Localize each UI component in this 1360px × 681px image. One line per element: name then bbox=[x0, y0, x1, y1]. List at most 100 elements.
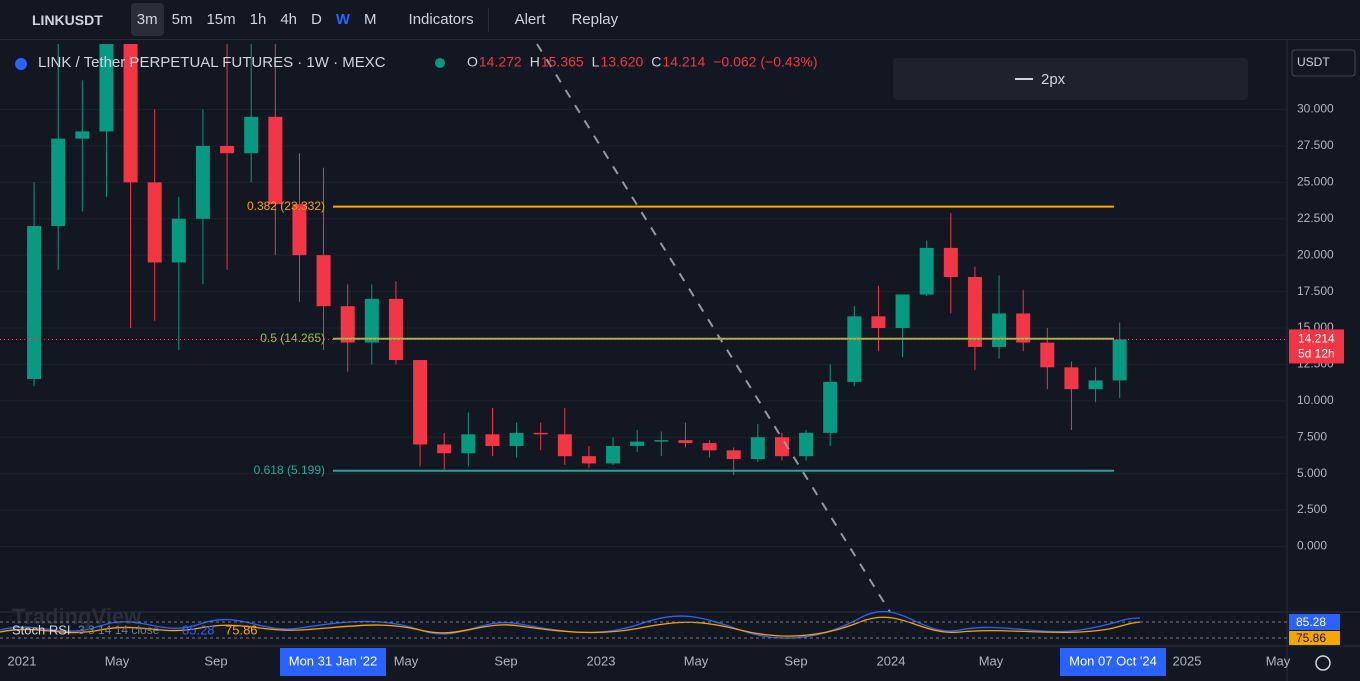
timeframe[interactable]: 5m bbox=[171, 11, 193, 28]
settings-icon[interactable] bbox=[1315, 655, 1331, 671]
trend-line[interactable] bbox=[536, 43, 891, 613]
y-tick-label: 30.000 bbox=[1297, 102, 1334, 116]
currency-box[interactable] bbox=[1291, 49, 1356, 77]
last-price-tag bbox=[1289, 329, 1344, 364]
x-tick-label: Mon 07 Oct '24 bbox=[1069, 653, 1157, 668]
y-tick-label: 25.000 bbox=[1297, 175, 1334, 189]
candle-body bbox=[388, 298, 403, 361]
candle-body bbox=[943, 247, 958, 278]
candle-body bbox=[678, 440, 693, 444]
x-tick-label: Sep bbox=[204, 653, 227, 668]
candle-body bbox=[992, 313, 1007, 347]
y-tick-label: 7.500 bbox=[1297, 429, 1327, 443]
candle-body bbox=[292, 204, 307, 256]
drawing-toolbar bbox=[893, 58, 1248, 100]
candle-body bbox=[147, 182, 162, 263]
indicators-button[interactable]: Indicators bbox=[408, 11, 474, 28]
stoch-k-tag bbox=[1289, 614, 1340, 630]
candle-body bbox=[316, 255, 331, 307]
symbol-icon bbox=[15, 58, 27, 70]
ohlc-value: 15.365 bbox=[541, 54, 584, 70]
candle-body bbox=[630, 441, 645, 446]
candle-body bbox=[171, 218, 186, 263]
fib-label: 0.5 (14.265) bbox=[260, 331, 325, 345]
ohlc-key: L bbox=[592, 54, 600, 70]
ohlc-value: 14.214 bbox=[662, 54, 705, 70]
x-tick-label: 2023 bbox=[587, 653, 616, 668]
status-dot bbox=[435, 58, 445, 68]
currency[interactable]: USDT bbox=[1297, 55, 1330, 69]
chart-title: LINK / Tether PERPETUAL FUTURES · 1W · M… bbox=[38, 54, 386, 71]
fib-label: 0.618 (5.199) bbox=[254, 463, 325, 477]
stoch-k: 85.28 bbox=[182, 622, 215, 637]
line-width[interactable]: 2px bbox=[1041, 71, 1066, 88]
y-tick-label: 22.500 bbox=[1297, 211, 1334, 225]
chart-bg bbox=[0, 40, 1360, 681]
x-tick-label: Sep bbox=[494, 653, 517, 668]
ohlc-key: H bbox=[530, 54, 540, 70]
x-tick-label: May bbox=[105, 653, 130, 668]
top-toolbar: LINKUSDT 3m 5m 15m 1h 4h D W M Indicators Alert… bbox=[0, 0, 1360, 40]
candle-body bbox=[340, 306, 355, 343]
candle-body bbox=[364, 298, 379, 343]
x-tick-label: 2021 bbox=[8, 653, 37, 668]
timeframe[interactable]: 3m bbox=[130, 3, 164, 36]
alert-button[interactable]: Alert bbox=[514, 11, 546, 28]
x-tick-label: Sep bbox=[784, 653, 807, 668]
fib-label: 0.382 (23.332) bbox=[247, 199, 325, 213]
candle-body bbox=[437, 444, 452, 454]
candle-body bbox=[51, 138, 66, 227]
candle-body bbox=[847, 316, 862, 382]
candle-body bbox=[268, 116, 283, 205]
y-tick-label: 2.500 bbox=[1297, 502, 1327, 516]
x-tick-label: May bbox=[394, 653, 419, 668]
candle-body bbox=[726, 450, 741, 460]
candle-body bbox=[509, 432, 524, 446]
timeframe[interactable]: M bbox=[364, 11, 377, 28]
candle-body bbox=[195, 145, 210, 219]
candle-body bbox=[1088, 380, 1103, 390]
y-tick-label: 20.000 bbox=[1297, 247, 1334, 261]
symbol[interactable]: LINKUSDT bbox=[32, 11, 103, 28]
x-tick-label: May bbox=[979, 653, 1004, 668]
candle-body bbox=[485, 434, 500, 446]
countdown: 5d 12h bbox=[1298, 347, 1335, 361]
y-tick-label: 27.500 bbox=[1297, 138, 1334, 152]
candle-body bbox=[871, 316, 886, 328]
x-tick-label: 2024 bbox=[877, 653, 906, 668]
x-tick-label: May bbox=[1266, 653, 1291, 668]
candle-body bbox=[750, 437, 765, 460]
ohlc-value: 13.620 bbox=[600, 54, 643, 70]
chart: LINK / Tether PERPETUAL FUTURES · 1W · M… bbox=[0, 40, 1360, 681]
stoch-d: 75.86 bbox=[225, 622, 258, 637]
candle-body bbox=[654, 440, 669, 442]
x-tick-label: Mon 31 Jan '22 bbox=[289, 653, 378, 668]
candle-body bbox=[99, 44, 114, 132]
indicator-name: Stoch RSI bbox=[12, 622, 71, 637]
candle-body bbox=[895, 294, 910, 328]
last-price-label: 14.214 bbox=[1298, 332, 1335, 346]
candle-body bbox=[75, 131, 90, 139]
timeframe[interactable]: D bbox=[311, 11, 322, 28]
stoch-d-tag bbox=[1289, 631, 1340, 645]
candle-body bbox=[967, 277, 982, 347]
timeframe[interactable]: 1h bbox=[249, 11, 267, 28]
candle-body bbox=[413, 360, 428, 445]
y-tick-label: 10.000 bbox=[1297, 393, 1334, 407]
y-tick-label: 0.000 bbox=[1297, 539, 1327, 553]
candle-body bbox=[823, 381, 838, 433]
stoch-d-line bbox=[0, 616, 1141, 637]
ohlc-key: O bbox=[467, 54, 478, 70]
replay-button[interactable]: Replay bbox=[571, 11, 619, 28]
timeframe[interactable]: 4h bbox=[280, 11, 298, 28]
candle-body bbox=[27, 226, 42, 379]
candle-body bbox=[702, 443, 717, 451]
timeframe[interactable]: 15m bbox=[206, 11, 236, 28]
y-tick-label: 5.000 bbox=[1297, 466, 1327, 480]
separator bbox=[487, 7, 489, 32]
timeframe[interactable]: W bbox=[335, 11, 351, 28]
stoch-k-tag-label: 85.28 bbox=[1296, 615, 1326, 629]
crosshair-time-tag bbox=[1060, 648, 1166, 676]
x-tick-label: May bbox=[684, 653, 709, 668]
candle-body bbox=[1112, 339, 1127, 381]
